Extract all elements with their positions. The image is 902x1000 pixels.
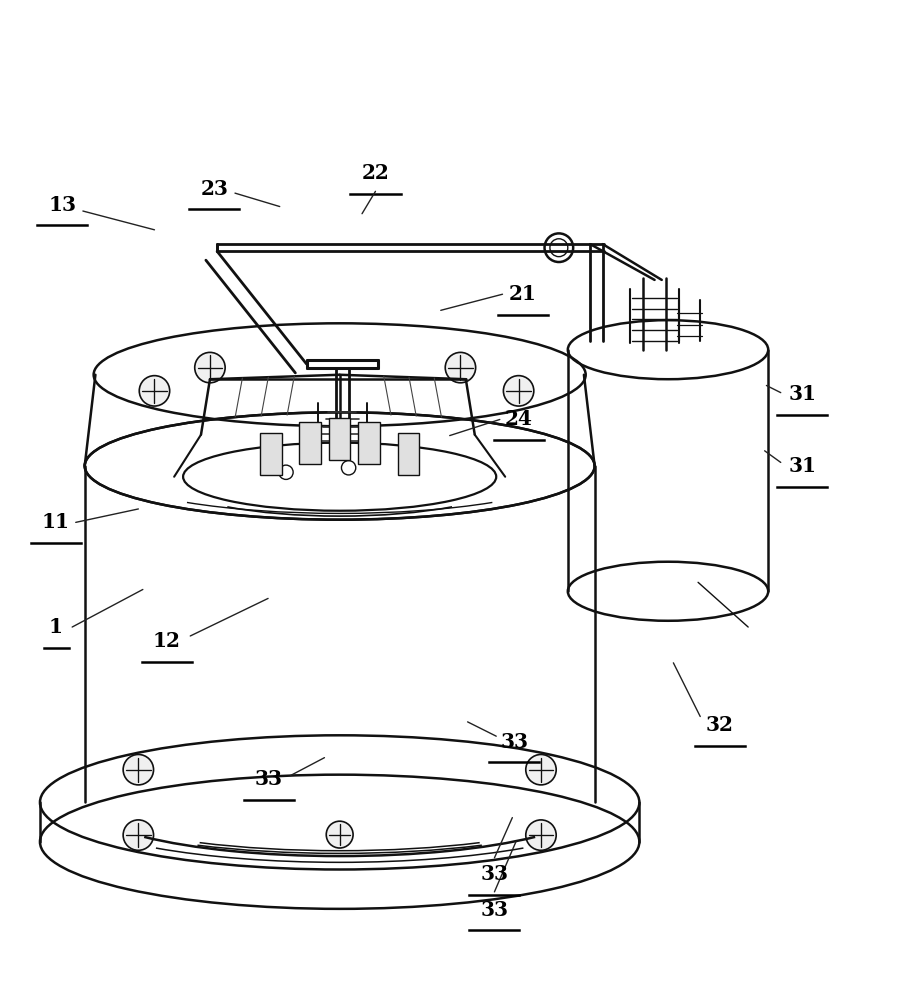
Text: 31: 31 — [787, 384, 815, 404]
FancyBboxPatch shape — [328, 418, 350, 460]
Circle shape — [123, 820, 153, 850]
Circle shape — [445, 352, 475, 383]
Text: 33: 33 — [480, 900, 508, 920]
Text: 22: 22 — [361, 163, 389, 183]
Circle shape — [139, 376, 170, 406]
FancyBboxPatch shape — [260, 433, 281, 475]
Circle shape — [326, 821, 353, 848]
Text: 21: 21 — [509, 284, 537, 304]
Text: 33: 33 — [254, 769, 282, 789]
Text: 33: 33 — [500, 732, 528, 752]
Circle shape — [123, 754, 153, 785]
Text: 23: 23 — [200, 179, 228, 199]
FancyBboxPatch shape — [398, 433, 419, 475]
Circle shape — [195, 352, 225, 383]
Text: 11: 11 — [42, 512, 70, 532]
Text: 24: 24 — [504, 409, 532, 429]
Text: 32: 32 — [705, 715, 733, 735]
FancyBboxPatch shape — [358, 422, 380, 464]
Circle shape — [525, 820, 556, 850]
Text: 33: 33 — [480, 864, 508, 884]
Text: 31: 31 — [787, 456, 815, 476]
Text: 13: 13 — [49, 195, 77, 215]
FancyBboxPatch shape — [299, 422, 320, 464]
Circle shape — [525, 754, 556, 785]
Text: 12: 12 — [153, 631, 180, 651]
Text: 1: 1 — [49, 617, 63, 637]
Circle shape — [502, 376, 533, 406]
